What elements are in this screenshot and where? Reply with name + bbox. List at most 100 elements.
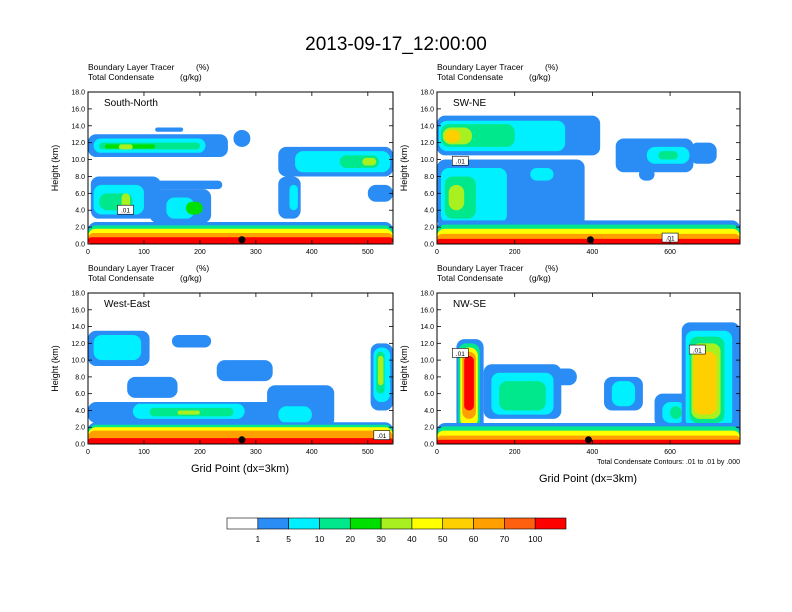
- tracer-region: [362, 157, 377, 166]
- y-tick-label: 16.0: [420, 106, 434, 113]
- colorbar-label: 60: [469, 534, 479, 544]
- y-tick-label: 0.0: [424, 242, 434, 249]
- tracer-region: [216, 360, 273, 382]
- x-tick-label: 100: [138, 449, 150, 456]
- x-tick-label: 300: [250, 249, 262, 256]
- panel-unit-condensate: (g/kg): [529, 273, 551, 283]
- tracer-region: [185, 201, 203, 215]
- x-tick-label: 0: [86, 249, 90, 256]
- contour-label-box: [373, 430, 391, 440]
- contour-label: .01: [693, 348, 702, 355]
- colorbar-label: 100: [528, 534, 542, 544]
- x-tick-label: 200: [509, 249, 521, 256]
- y-tick-label: 12.0: [71, 140, 85, 147]
- colorbar-swatch: [257, 517, 289, 530]
- y-tick-label: 18.0: [420, 90, 434, 97]
- y-tick-label: 18.0: [71, 90, 85, 97]
- colorbar-swatch: [226, 517, 259, 530]
- tracer-region: [444, 130, 461, 143]
- station-marker: [586, 236, 594, 244]
- panel-name: South-North: [104, 98, 158, 109]
- y-tick-label: 6.0: [75, 391, 85, 398]
- contour-label: .01: [456, 351, 465, 358]
- x-tick-label: 100: [138, 249, 150, 256]
- y-axis-label: Height (km): [50, 345, 60, 392]
- panel-title-tracer: Boundary Layer Tracer: [437, 263, 524, 273]
- tracer-region: [367, 184, 393, 202]
- y-tick-label: 12.0: [420, 341, 434, 348]
- y-tick-label: 8.0: [424, 174, 434, 181]
- y-tick-label: 10.0: [420, 358, 434, 365]
- plot-frame: [87, 292, 394, 445]
- colorbar-swatch: [380, 517, 413, 530]
- y-tick-label: 12.0: [420, 140, 434, 147]
- x-tick-label: 0: [435, 249, 439, 256]
- tracer-region: [166, 197, 195, 219]
- tracer-field: [437, 293, 740, 444]
- x-tick-label: 600: [664, 249, 676, 256]
- x-axis-label: Grid Point (dx=3km): [539, 473, 637, 485]
- tracer-region: [171, 334, 212, 348]
- colorbar-swatch: [442, 517, 474, 530]
- contour-label: .01: [666, 236, 675, 243]
- colorbar-label: 50: [438, 534, 448, 544]
- panel-unit-condensate: (g/kg): [180, 273, 202, 283]
- y-tick-label: 6.0: [75, 191, 85, 198]
- tracer-region: [377, 355, 384, 386]
- colorbar-label: 5: [286, 534, 291, 544]
- y-tick-label: 0.0: [75, 442, 85, 449]
- y-tick-label: 4.0: [75, 208, 85, 215]
- colorbar-label: 20: [346, 534, 356, 544]
- panel-south-north: Boundary Layer Tracer (%) Total Condensate…: [50, 62, 394, 256]
- station-marker: [238, 236, 246, 244]
- x-tick-label: 200: [194, 249, 206, 256]
- x-tick-label: 600: [664, 449, 676, 456]
- panel-title-condensate: Total Condensate: [88, 72, 154, 82]
- x-tick-label: 300: [250, 449, 262, 456]
- colorbar-swatch: [411, 517, 444, 530]
- y-tick-label: 12.0: [71, 341, 85, 348]
- panels-group: Boundary Layer Tracer (%) Total Condensate…: [50, 62, 741, 456]
- x-axis-label: Grid Point (dx=3km): [191, 463, 289, 475]
- y-tick-label: 10.0: [71, 358, 85, 365]
- tracer-region: [448, 184, 465, 211]
- panel-unit-tracer: (%): [545, 62, 558, 72]
- x-tick-label: 200: [509, 449, 521, 456]
- contour-label-box: [117, 204, 134, 215]
- y-tick-label: 18.0: [420, 291, 434, 298]
- tracer-region: [658, 151, 678, 160]
- y-tick-label: 4.0: [75, 408, 85, 415]
- panel-unit-tracer: (%): [545, 263, 558, 273]
- x-tick-label: 400: [306, 449, 318, 456]
- tracer-field: [88, 92, 393, 244]
- tracer-region: [639, 168, 655, 181]
- y-tick-label: 0.0: [75, 242, 85, 249]
- tracer-region: [530, 168, 554, 181]
- panel-name: NW-SE: [453, 299, 486, 310]
- y-tick-label: 16.0: [71, 307, 85, 314]
- tracer-region: [289, 184, 298, 211]
- y-tick-label: 2.0: [75, 425, 85, 432]
- y-tick-label: 2.0: [424, 425, 434, 432]
- panel-unit-tracer: (%): [196, 263, 209, 273]
- station-marker: [238, 436, 246, 444]
- colorbar-label: 10: [315, 534, 325, 544]
- tracer-region: [689, 142, 717, 164]
- tracer-region: [155, 127, 184, 132]
- panel-unit-condensate: (g/kg): [180, 72, 202, 82]
- main-title: 2013-09-17_12:00:00: [305, 34, 487, 55]
- y-tick-label: 0.0: [424, 442, 434, 449]
- contour-label: .01: [377, 433, 386, 440]
- tracer-region: [177, 410, 200, 415]
- y-tick-label: 2.0: [75, 225, 85, 232]
- panel-sw-ne: Boundary Layer Tracer (%) Total Condensate…: [399, 62, 741, 256]
- contour-label-box: [452, 348, 469, 358]
- y-tick-label: 16.0: [420, 307, 434, 314]
- tracer-region: [93, 334, 142, 361]
- y-tick-label: 16.0: [71, 106, 85, 113]
- panel-name: West-East: [104, 299, 150, 310]
- tracer-region: [127, 376, 178, 398]
- panel-title-condensate: Total Condensate: [437, 273, 503, 283]
- y-tick-label: 14.0: [71, 123, 85, 130]
